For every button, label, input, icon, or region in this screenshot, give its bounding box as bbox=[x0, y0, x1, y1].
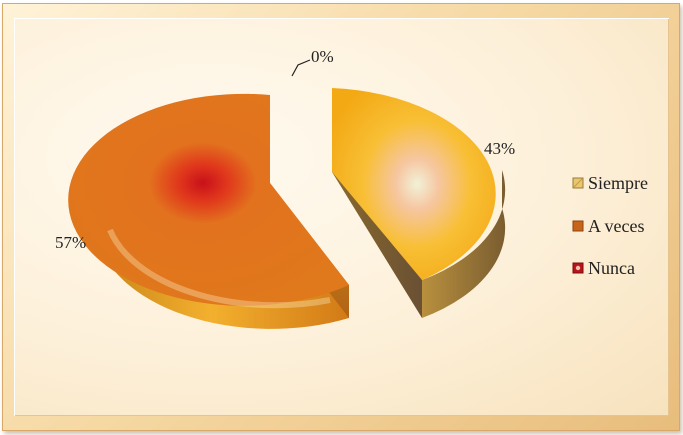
leader-line-nunca bbox=[291, 59, 311, 77]
slice-a-veces-top bbox=[68, 93, 349, 306]
legend-label-a-veces: A veces bbox=[588, 216, 644, 236]
data-label-a-veces: 57% bbox=[55, 233, 86, 252]
slice-siempre bbox=[332, 88, 506, 318]
slice-siempre-rim bbox=[422, 170, 506, 318]
slice-a-veces bbox=[68, 93, 349, 329]
legend-label-nunca: Nunca bbox=[588, 258, 635, 278]
data-label-siempre: 43% bbox=[484, 139, 515, 158]
legend-swatch-a-veces bbox=[572, 220, 584, 232]
data-label-nunca: 0% bbox=[311, 47, 334, 66]
legend: Siempre A veces Nunca bbox=[572, 173, 648, 278]
legend-item-siempre: Siempre bbox=[572, 173, 648, 193]
legend-item-nunca: Nunca bbox=[572, 258, 635, 278]
slice-siempre-top bbox=[332, 88, 496, 280]
legend-label-siempre: Siempre bbox=[588, 173, 648, 193]
legend-item-a-veces: A veces bbox=[572, 216, 644, 236]
